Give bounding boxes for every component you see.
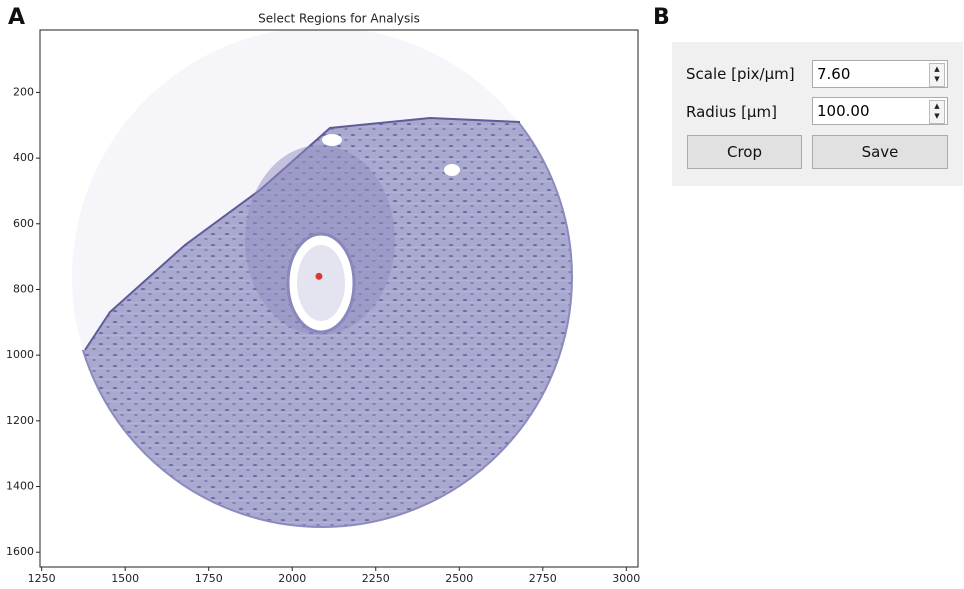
x-tick-label: 2000 [278,572,306,585]
plot-title: Select Regions for Analysis [258,12,420,26]
x-tick-label: 3000 [612,572,640,585]
selected-point [315,272,323,280]
control-panel: Scale [pix/µm] 7.60 ▲ ▼ Radius [µm] 100.00… [672,42,963,186]
radius-value: 100.00 [817,102,870,120]
x-tick-label: 2500 [445,572,473,585]
x-tick-label: 2750 [529,572,557,585]
x-tick-label: 1250 [28,572,56,585]
panel-label: A [8,5,25,30]
x-tick-label: 1500 [111,572,139,585]
plot-frame [39,29,639,568]
y-tick-label: 400 [13,151,34,164]
y-tick-label: 1200 [6,414,34,427]
y-tick-label: 1000 [6,348,34,361]
x-tick-label: 2250 [362,572,390,585]
y-tick-label: 1600 [6,545,34,558]
crop-button[interactable]: Crop [687,135,802,169]
x-tick-label: 1750 [195,572,223,585]
radius-label: Radius [µm] [686,103,777,121]
y-tick-label: 1400 [6,480,34,493]
radius-input[interactable]: 100.00 ▲ ▼ [812,97,948,125]
spin-arrows[interactable]: ▲ ▼ [929,63,945,87]
y-tick-label: 600 [13,217,34,230]
scale-input[interactable]: 7.60 ▲ ▼ [812,60,948,88]
y-tick-label: 800 [13,282,34,295]
scale-value: 7.60 [817,65,851,83]
y-tick-label: 200 [13,85,34,98]
panel-label: B [653,5,670,30]
scale-label: Scale [pix/µm] [686,65,795,83]
save-button[interactable]: Save [812,135,948,169]
spin-arrows[interactable]: ▲ ▼ [929,100,945,124]
